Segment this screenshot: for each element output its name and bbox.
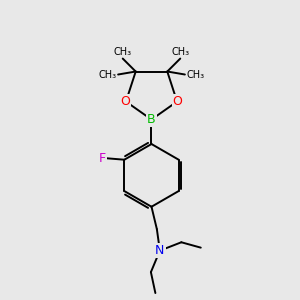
Text: CH₃: CH₃ xyxy=(114,47,132,57)
Text: O: O xyxy=(173,95,183,108)
Text: CH₃: CH₃ xyxy=(98,70,117,80)
Text: CH₃: CH₃ xyxy=(171,47,189,57)
Text: F: F xyxy=(99,152,106,165)
Text: B: B xyxy=(147,113,156,126)
Text: O: O xyxy=(120,95,130,108)
Text: CH₃: CH₃ xyxy=(186,70,205,80)
Text: N: N xyxy=(155,244,164,257)
